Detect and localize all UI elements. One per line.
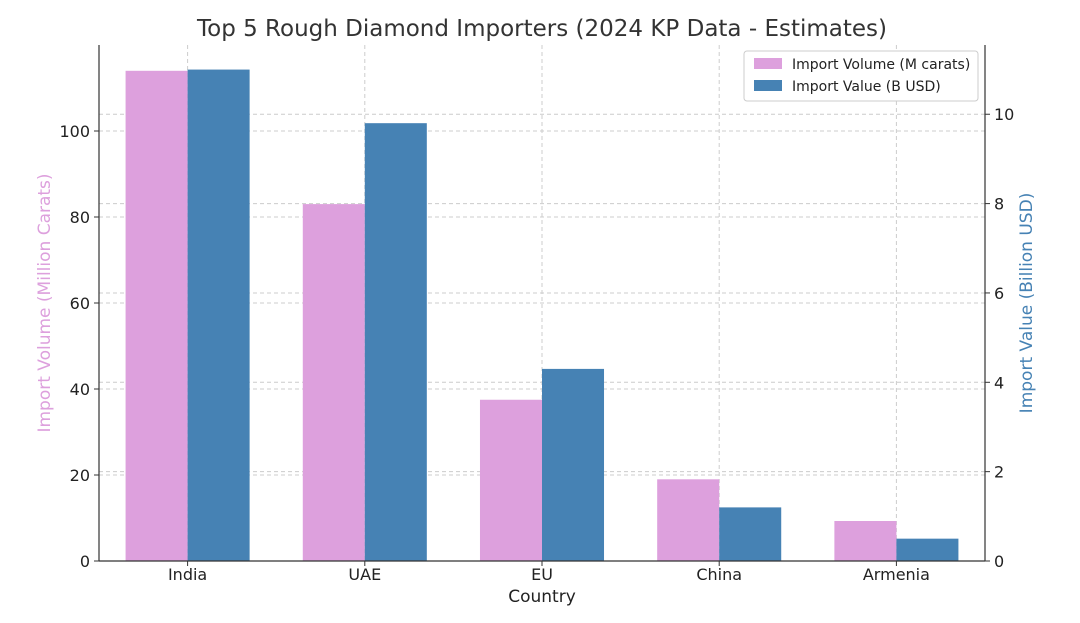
y-tick-left-label: 0	[80, 552, 90, 571]
y-tick-left-label: 20	[70, 466, 90, 485]
y-tick-right-label: 0	[994, 552, 1004, 571]
legend-label-value: Import Value (B USD)	[792, 79, 941, 95]
tick-labels: 0 20 40 60 80 100 0 2 4 6 8 10 India UAE EU China Armeni…	[59, 105, 1014, 584]
bar-volume-india	[125, 70, 188, 562]
bar-value-uae	[364, 123, 427, 561]
x-axis-label: Country	[508, 587, 576, 607]
legend-box	[743, 50, 979, 102]
y-tick-left-label: 40	[70, 380, 90, 399]
y-tick-left-label: 80	[70, 208, 90, 227]
y-axis-left-label: Import Volume (Million Carats)	[35, 173, 55, 432]
legend: Import Volume (M carats) Import Value (B…	[743, 50, 979, 102]
y-axis-right-label: Import Value (Billion USD)	[1017, 193, 1037, 414]
legend-swatch-value	[754, 80, 782, 91]
y-tick-left-label: 60	[70, 294, 90, 313]
y-tick-right-label: 2	[994, 463, 1004, 482]
y-tick-right-label: 10	[994, 105, 1014, 124]
bar-value-eu	[542, 368, 605, 561]
x-tick-label: UAE	[348, 565, 381, 584]
bar-value-india	[187, 69, 250, 562]
x-tick-label: China	[696, 565, 742, 584]
x-tick-label: Armenia	[863, 565, 930, 584]
bar-volume-china	[657, 479, 720, 561]
bar-volume-armenia	[834, 521, 897, 561]
y-tick-left-label: 100	[59, 122, 90, 141]
y-tick-right-label: 6	[994, 284, 1004, 303]
x-tick-label: EU	[531, 565, 553, 584]
legend-swatch-volume	[754, 58, 782, 69]
bar-volume-eu	[479, 399, 542, 561]
bars	[125, 69, 959, 562]
y-tick-right-label: 8	[994, 195, 1004, 214]
chart-title: Top 5 Rough Diamond Importers (2024 KP D…	[196, 16, 887, 42]
bar-volume-uae	[302, 204, 365, 561]
y-tick-right-label: 4	[994, 373, 1004, 392]
bar-value-china	[719, 507, 782, 561]
legend-label-volume: Import Volume (M carats)	[792, 57, 970, 73]
bar-value-armenia	[896, 538, 959, 561]
x-tick-label: India	[168, 565, 207, 584]
axes	[94, 45, 990, 566]
